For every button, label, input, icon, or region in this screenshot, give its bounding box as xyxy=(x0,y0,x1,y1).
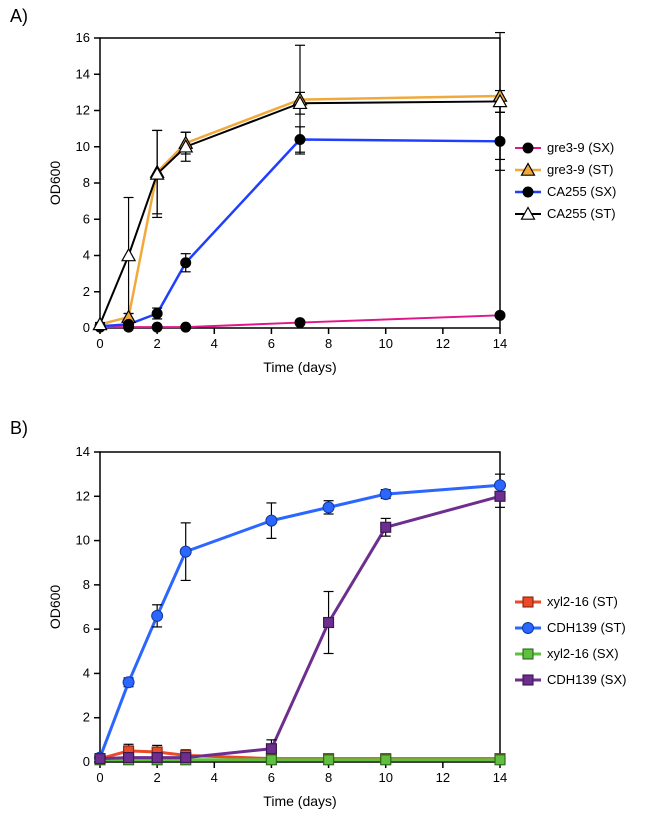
panel-b-label: B) xyxy=(10,418,28,439)
legend-label: xyl2-16 (ST) xyxy=(547,594,618,609)
xtick-label: 14 xyxy=(493,770,507,785)
ytick-label: 2 xyxy=(83,284,90,299)
ylabel: OD600 xyxy=(47,585,63,630)
xtick-label: 14 xyxy=(493,336,507,351)
legend-label: CA255 (SX) xyxy=(547,184,616,199)
marker-circle-icon xyxy=(380,489,391,500)
xtick-label: 6 xyxy=(268,336,275,351)
marker-circle-icon xyxy=(266,515,277,526)
marker-circle-icon xyxy=(152,610,163,621)
legend-label: gre3-9 (SX) xyxy=(547,140,614,155)
xtick-label: 10 xyxy=(378,770,392,785)
ytick-label: 12 xyxy=(76,103,90,118)
xtick-label: 10 xyxy=(378,336,392,351)
xlabel: Time (days) xyxy=(263,793,336,809)
marker-circle-icon xyxy=(523,187,533,197)
marker-circle-icon xyxy=(523,143,533,153)
legend-label: CDH139 (ST) xyxy=(547,620,626,635)
marker-circle-icon xyxy=(181,322,191,332)
marker-circle-icon xyxy=(523,623,534,634)
marker-square-icon xyxy=(181,753,191,763)
marker-square-icon xyxy=(324,618,334,628)
ytick-label: 4 xyxy=(83,248,90,263)
xtick-label: 4 xyxy=(211,770,218,785)
marker-circle-icon xyxy=(152,322,162,332)
ytick-label: 14 xyxy=(76,444,90,459)
marker-circle-icon xyxy=(295,135,305,145)
ytick-label: 8 xyxy=(83,175,90,190)
marker-square-icon xyxy=(523,675,533,685)
marker-square-icon xyxy=(152,753,162,763)
marker-square-icon xyxy=(266,755,276,765)
marker-square-icon xyxy=(381,522,391,532)
series-line xyxy=(100,485,500,757)
legend-label: gre3-9 (ST) xyxy=(547,162,613,177)
marker-triangle-icon xyxy=(122,249,135,261)
xtick-label: 6 xyxy=(268,770,275,785)
xtick-label: 2 xyxy=(154,336,161,351)
ylabel: OD600 xyxy=(47,161,63,206)
marker-circle-icon xyxy=(152,309,162,319)
panel-a-label: A) xyxy=(10,6,28,27)
chart-panel-b: 0 2 4 6 8 10 12 14 0 2 4 6 8 10 12 14 Time (days) OD600 xy… xyxy=(40,442,650,827)
marker-circle-icon xyxy=(495,136,505,146)
ytick-label: 6 xyxy=(83,211,90,226)
legend-label: CDH139 (SX) xyxy=(547,672,626,687)
ytick-label: 10 xyxy=(76,533,90,548)
ytick-label: 8 xyxy=(83,577,90,592)
marker-circle-icon xyxy=(123,677,134,688)
ytick-label: 0 xyxy=(83,320,90,335)
ytick-label: 4 xyxy=(83,665,90,680)
marker-square-icon xyxy=(266,744,276,754)
marker-circle-icon xyxy=(323,502,334,513)
marker-circle-icon xyxy=(495,480,506,491)
xtick-label: 2 xyxy=(154,770,161,785)
ytick-label: 2 xyxy=(83,710,90,725)
ytick-label: 14 xyxy=(76,66,90,81)
xtick-label: 0 xyxy=(96,770,103,785)
xtick-label: 4 xyxy=(211,336,218,351)
marker-square-icon xyxy=(95,754,105,764)
xlabel: Time (days) xyxy=(263,359,336,375)
ytick-label: 16 xyxy=(76,30,90,45)
xtick-label: 8 xyxy=(325,336,332,351)
xtick-label: 12 xyxy=(436,336,450,351)
marker-square-icon xyxy=(523,597,533,607)
marker-square-icon xyxy=(495,491,505,501)
chart-panel-a: 0 2 4 6 8 10 12 14 0 2 4 6 8 10 12 14 16 Time (days) OD600… xyxy=(40,28,650,388)
marker-square-icon xyxy=(324,755,334,765)
marker-circle-icon xyxy=(495,310,505,320)
marker-square-icon xyxy=(124,753,134,763)
legend-label: CA255 (ST) xyxy=(547,206,616,221)
marker-circle-icon xyxy=(180,546,191,557)
ytick-label: 0 xyxy=(83,754,90,769)
xtick-label: 12 xyxy=(436,770,450,785)
marker-circle-icon xyxy=(295,318,305,328)
marker-circle-icon xyxy=(181,258,191,268)
marker-square-icon xyxy=(381,755,391,765)
marker-square-icon xyxy=(495,755,505,765)
marker-square-icon xyxy=(523,649,533,659)
xtick-label: 0 xyxy=(96,336,103,351)
legend-label: xyl2-16 (SX) xyxy=(547,646,619,661)
ytick-label: 6 xyxy=(83,621,90,636)
ytick-label: 12 xyxy=(76,488,90,503)
marker-circle-icon xyxy=(124,319,134,329)
xtick-label: 8 xyxy=(325,770,332,785)
ytick-label: 10 xyxy=(76,139,90,154)
